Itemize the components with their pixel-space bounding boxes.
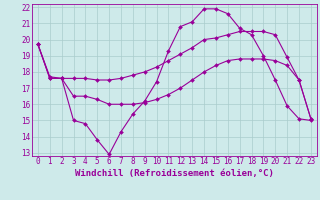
X-axis label: Windchill (Refroidissement éolien,°C): Windchill (Refroidissement éolien,°C) [75,169,274,178]
